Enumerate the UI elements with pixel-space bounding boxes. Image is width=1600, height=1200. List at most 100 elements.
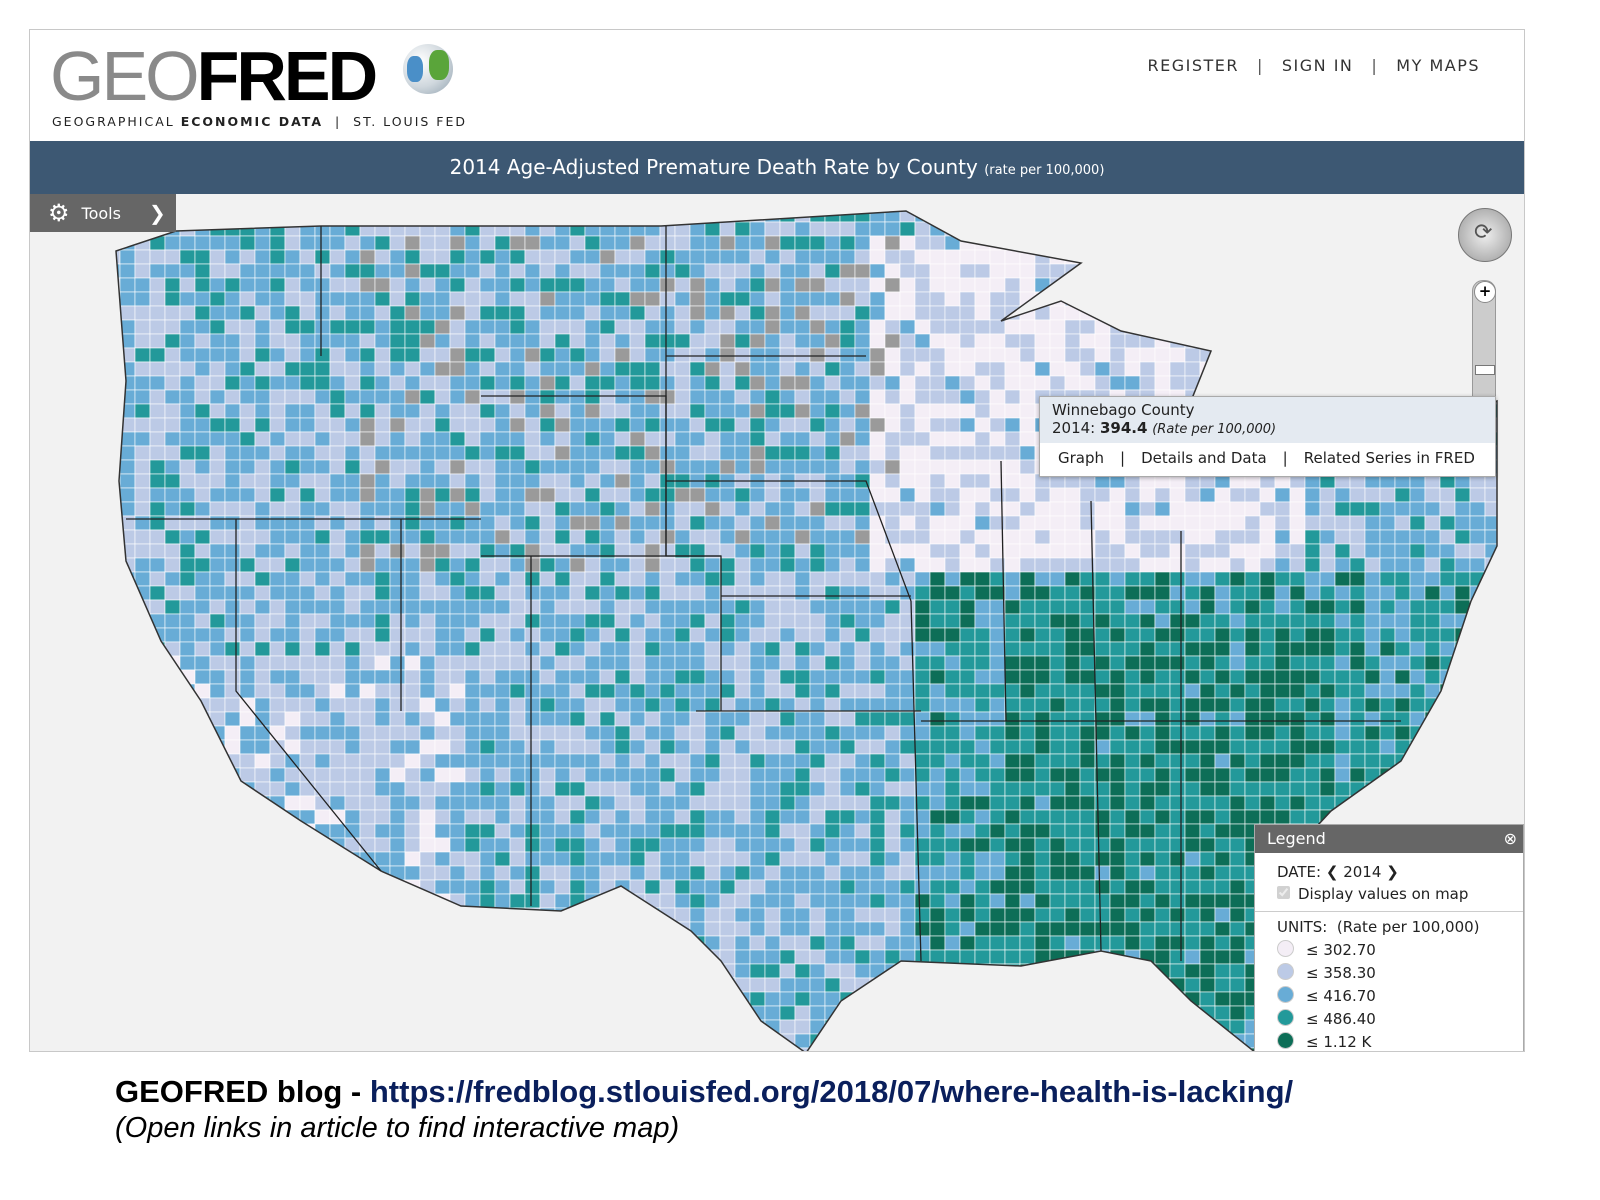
county[interactable]: [1019, 753, 1036, 769]
county[interactable]: [239, 585, 256, 601]
county[interactable]: [884, 417, 901, 433]
county[interactable]: [1515, 572, 1525, 586]
county[interactable]: [674, 208, 691, 223]
county[interactable]: [1244, 795, 1261, 811]
county[interactable]: [1139, 487, 1156, 503]
county[interactable]: [704, 431, 721, 447]
county[interactable]: [194, 781, 211, 797]
county[interactable]: [959, 501, 976, 517]
county[interactable]: [1139, 865, 1156, 881]
county[interactable]: [629, 403, 646, 419]
county[interactable]: [1184, 641, 1201, 657]
county[interactable]: [719, 389, 736, 405]
county[interactable]: [269, 515, 286, 531]
county[interactable]: [284, 375, 301, 391]
county[interactable]: [569, 208, 586, 223]
county[interactable]: [899, 627, 916, 643]
county[interactable]: [404, 291, 421, 307]
county[interactable]: [749, 697, 766, 713]
county[interactable]: [719, 403, 736, 419]
county[interactable]: [959, 599, 976, 615]
county[interactable]: [1334, 361, 1351, 377]
county[interactable]: [314, 739, 331, 755]
county[interactable]: [374, 795, 391, 811]
county[interactable]: [344, 879, 361, 895]
county[interactable]: [1184, 221, 1201, 237]
county[interactable]: [1439, 305, 1456, 321]
county[interactable]: [404, 277, 421, 293]
county[interactable]: [119, 865, 136, 881]
county[interactable]: [749, 739, 766, 755]
county[interactable]: [974, 823, 991, 839]
county[interactable]: [149, 291, 166, 307]
county[interactable]: [1289, 347, 1306, 363]
county[interactable]: [1004, 319, 1021, 335]
county[interactable]: [1169, 655, 1186, 671]
county[interactable]: [989, 347, 1006, 363]
county[interactable]: [704, 865, 721, 881]
county[interactable]: [1034, 865, 1051, 881]
county[interactable]: [1169, 571, 1186, 587]
county[interactable]: [1364, 487, 1381, 503]
county[interactable]: [1169, 263, 1186, 279]
county[interactable]: [1184, 879, 1201, 895]
county[interactable]: [674, 753, 691, 769]
county[interactable]: [704, 879, 721, 895]
county[interactable]: [584, 879, 601, 895]
county[interactable]: [704, 375, 721, 391]
county[interactable]: [629, 711, 646, 727]
county[interactable]: [599, 655, 616, 671]
county[interactable]: [149, 585, 166, 601]
county[interactable]: [690, 194, 705, 208]
county[interactable]: [119, 809, 136, 825]
county[interactable]: [389, 403, 406, 419]
county[interactable]: [1034, 277, 1051, 293]
county[interactable]: [105, 739, 121, 755]
county[interactable]: [884, 403, 901, 419]
county[interactable]: [419, 221, 436, 237]
county[interactable]: [1289, 208, 1306, 223]
county[interactable]: [299, 459, 316, 475]
county[interactable]: [134, 459, 151, 475]
county[interactable]: [825, 194, 840, 208]
county[interactable]: [1484, 669, 1500, 685]
county[interactable]: [944, 319, 961, 335]
county[interactable]: [299, 571, 316, 587]
county[interactable]: [179, 277, 196, 293]
county[interactable]: [629, 417, 646, 433]
county[interactable]: [1109, 277, 1126, 293]
county[interactable]: [1349, 557, 1366, 573]
county[interactable]: [584, 585, 601, 601]
county[interactable]: [1049, 208, 1066, 223]
county[interactable]: [989, 655, 1006, 671]
county[interactable]: [554, 487, 571, 503]
county[interactable]: [209, 333, 226, 349]
county[interactable]: [779, 291, 796, 307]
county[interactable]: [599, 473, 616, 489]
county[interactable]: [1424, 571, 1441, 587]
county[interactable]: [1364, 208, 1381, 223]
county[interactable]: [764, 795, 781, 811]
county[interactable]: [134, 361, 151, 377]
county[interactable]: [374, 473, 391, 489]
county[interactable]: [494, 319, 511, 335]
county[interactable]: [1139, 347, 1156, 363]
county[interactable]: [1289, 725, 1306, 741]
county[interactable]: [1034, 837, 1051, 853]
county[interactable]: [734, 781, 751, 797]
county[interactable]: [704, 389, 721, 405]
county[interactable]: [1139, 221, 1156, 237]
county[interactable]: [554, 557, 571, 573]
county[interactable]: [254, 683, 271, 699]
county[interactable]: [1484, 655, 1500, 671]
county[interactable]: [194, 879, 211, 895]
county[interactable]: [764, 417, 781, 433]
county[interactable]: [149, 725, 166, 741]
county[interactable]: [1259, 599, 1276, 615]
county[interactable]: [269, 781, 286, 797]
county[interactable]: [105, 599, 121, 615]
county[interactable]: [134, 445, 151, 461]
county[interactable]: [629, 795, 646, 811]
county[interactable]: [959, 445, 976, 461]
county[interactable]: [1515, 740, 1525, 754]
